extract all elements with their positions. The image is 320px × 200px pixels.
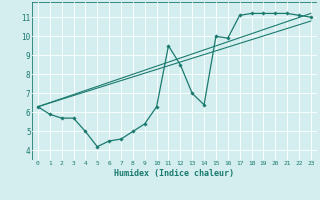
X-axis label: Humidex (Indice chaleur): Humidex (Indice chaleur) — [115, 169, 234, 178]
